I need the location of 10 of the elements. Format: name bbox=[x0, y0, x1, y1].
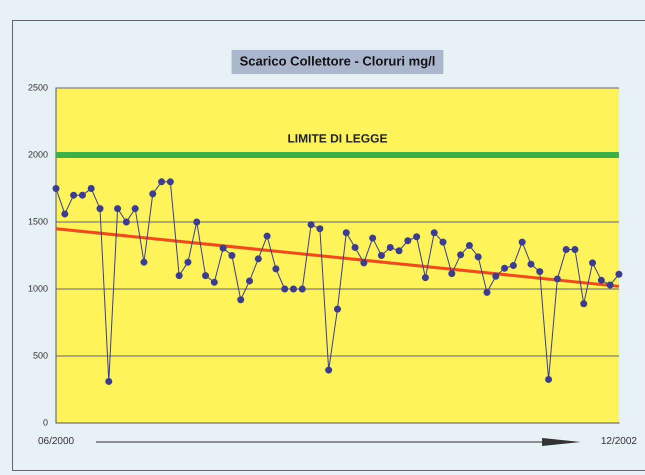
ref-line-label: LIMITE DI LEGGE bbox=[287, 131, 388, 146]
y-tick-label: 0 bbox=[43, 417, 48, 428]
y-tick-label: 2500 bbox=[28, 82, 48, 92]
x-tick-label: 06/2000 bbox=[38, 436, 75, 447]
x-tick-label: 12/2002 bbox=[600, 436, 638, 447]
chart-title: Scarico Collettore - Cloruri mg/l bbox=[240, 54, 436, 69]
y-tick-label: 1500 bbox=[28, 216, 48, 226]
y-tick-label: 1000 bbox=[28, 283, 48, 294]
y-tick-label: 500 bbox=[32, 350, 48, 360]
y-tick-label: 2000 bbox=[28, 149, 48, 160]
